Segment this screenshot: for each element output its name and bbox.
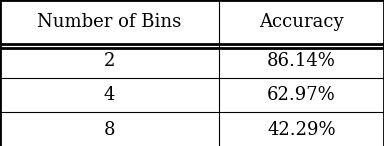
Text: 8: 8 [104,121,115,139]
Text: 42.29%: 42.29% [267,121,336,139]
Text: Accuracy: Accuracy [259,13,344,31]
Text: 62.97%: 62.97% [267,86,336,104]
Text: 2: 2 [104,52,115,70]
Text: 86.14%: 86.14% [267,52,336,70]
Text: Number of Bins: Number of Bins [37,13,182,31]
Text: 4: 4 [104,86,115,104]
